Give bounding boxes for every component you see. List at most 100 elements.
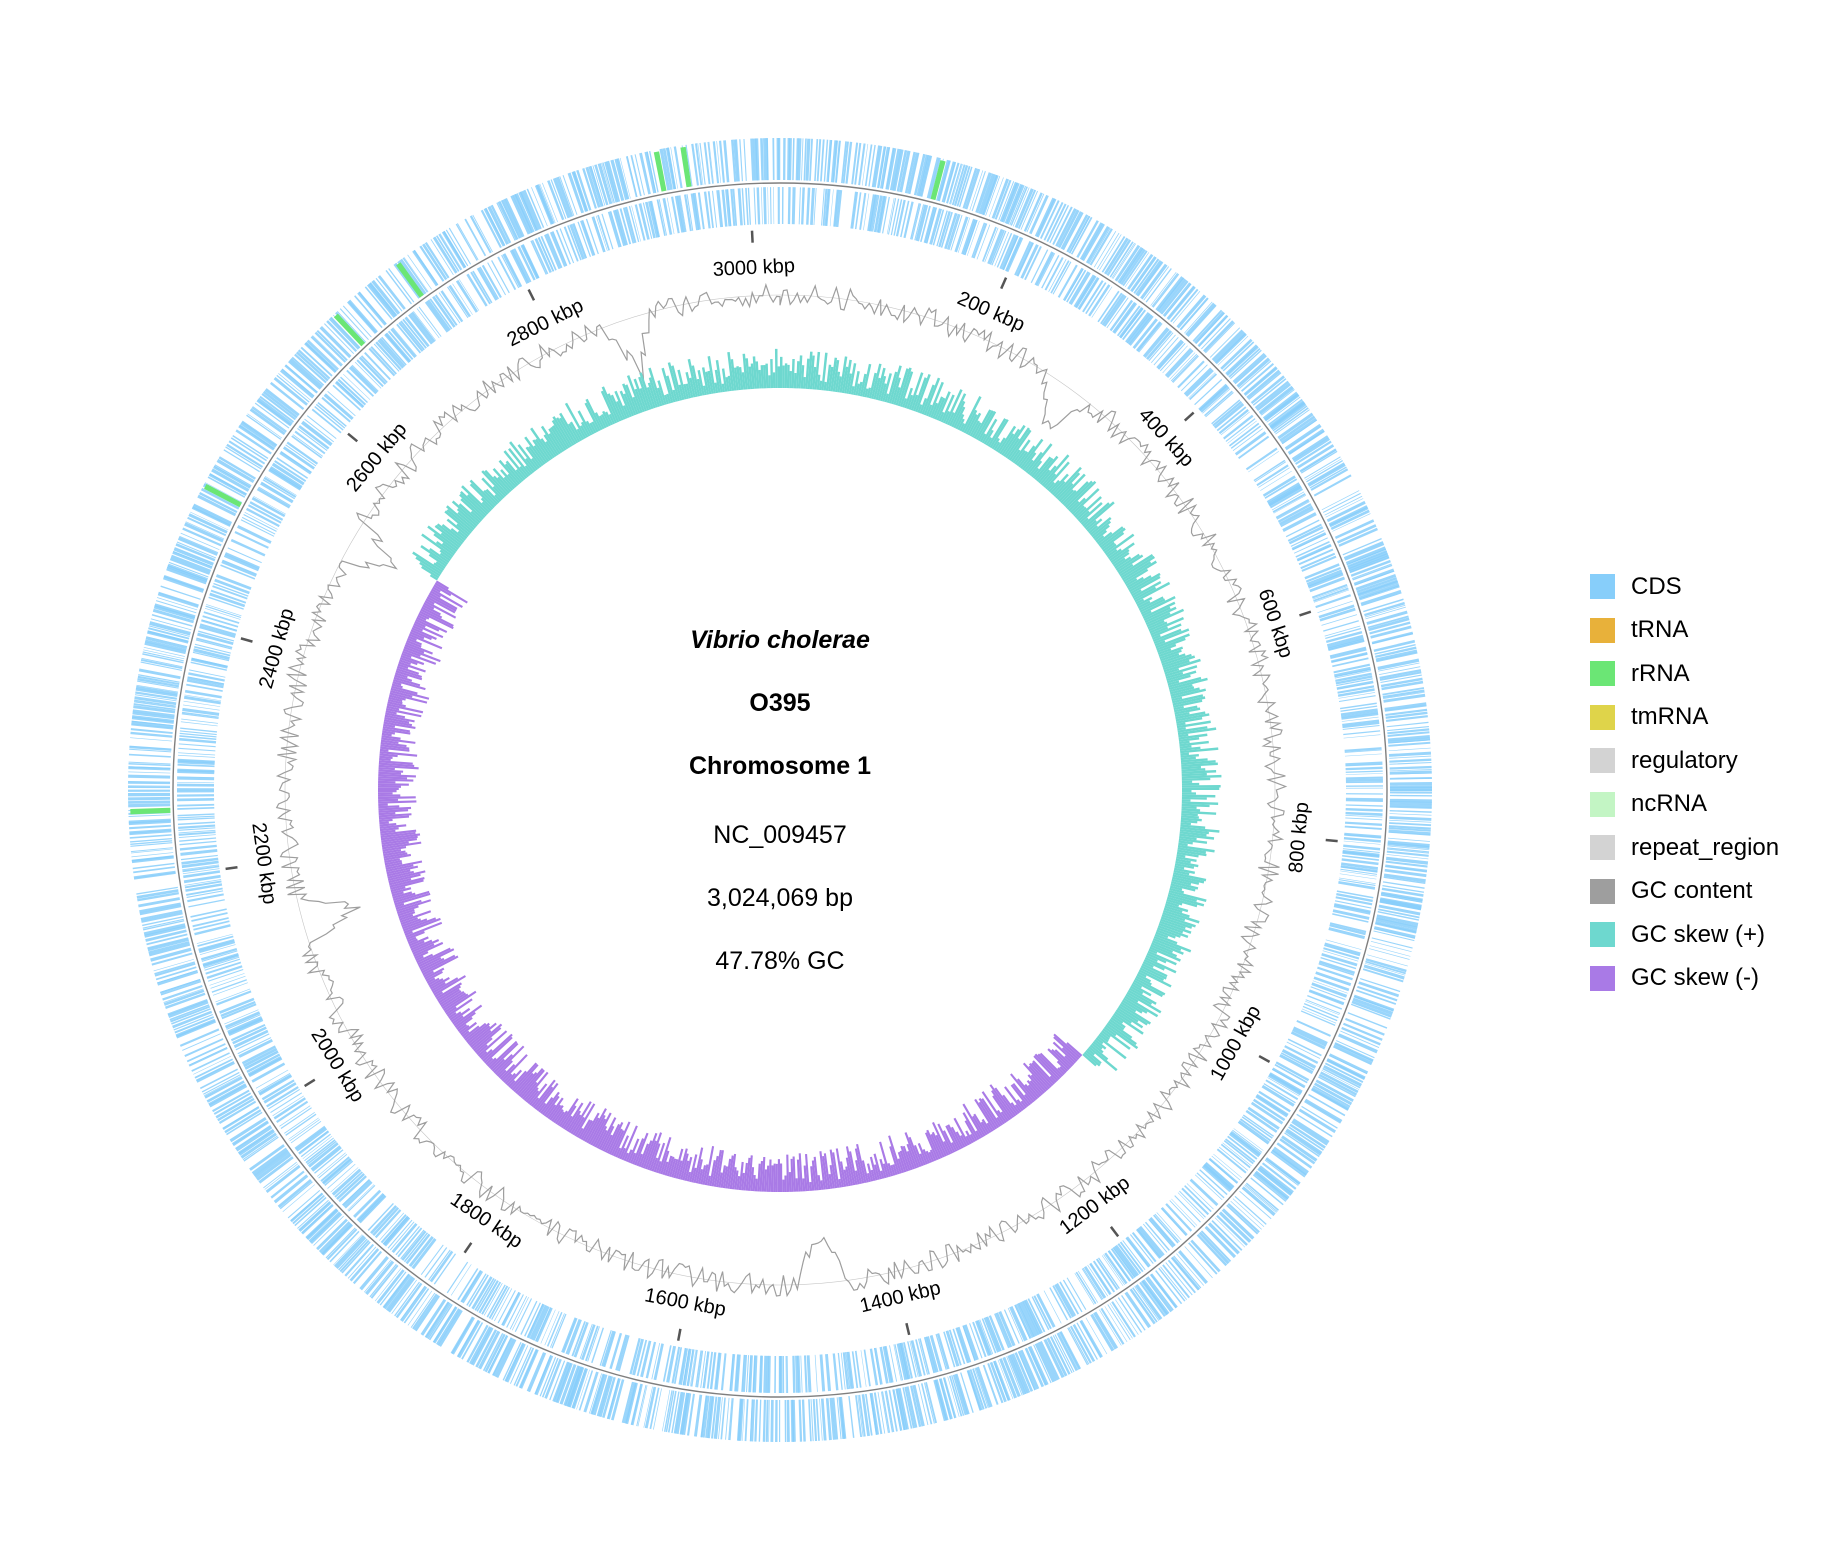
gc-skew-positive-bar — [1079, 502, 1103, 524]
cds-feature — [413, 1294, 441, 1332]
gc-skew-positive-bar — [1029, 460, 1043, 476]
cds-feature — [1329, 922, 1367, 933]
cds-feature — [265, 1164, 301, 1194]
gc-skew-positive-bar — [1170, 883, 1196, 892]
gc-skew-negative-bar — [381, 835, 418, 843]
gc-skew-positive-bar — [1172, 874, 1205, 884]
cds-feature — [741, 1354, 745, 1392]
gc-skew-positive-bar — [1168, 889, 1207, 902]
gc-skew-positive-bar — [446, 508, 474, 532]
cds-feature — [1244, 367, 1277, 396]
cds-feature — [1135, 1284, 1163, 1321]
cds-feature — [347, 1184, 375, 1211]
gc-skew-positive-bar — [639, 372, 654, 410]
cds-feature — [177, 794, 215, 797]
cds-feature — [1022, 1300, 1041, 1335]
cds-feature — [732, 188, 738, 226]
cds-feature — [1151, 272, 1178, 307]
gc-skew-negative-bar — [412, 943, 435, 955]
cds-feature — [154, 962, 196, 977]
cds-feature — [576, 169, 592, 211]
cds-feature — [243, 1047, 278, 1068]
gc-skew-negative-bar — [848, 1151, 858, 1185]
cds-feature — [425, 1301, 449, 1338]
cds-feature — [1204, 1225, 1237, 1259]
cds-feature — [287, 1189, 321, 1219]
cds-feature — [746, 1355, 750, 1393]
cds-feature — [1312, 586, 1348, 600]
cds-feature — [1367, 615, 1409, 629]
gc-skew-negative-bar — [677, 1148, 688, 1180]
cds-feature — [1335, 675, 1373, 685]
cds-feature — [916, 204, 929, 242]
cds-feature — [288, 360, 322, 390]
gc-skew-positive-bar — [841, 366, 849, 394]
cds-feature — [809, 138, 813, 181]
cds-feature — [1387, 845, 1430, 851]
cds-feature — [1385, 864, 1428, 873]
gc-skew-positive-bar — [610, 394, 624, 421]
cds-feature — [926, 157, 940, 199]
gc-skew-positive-bar — [639, 388, 650, 411]
cds-feature — [129, 834, 172, 839]
cds-feature — [1245, 1184, 1278, 1212]
cds-feature — [1271, 1149, 1307, 1177]
cds-feature — [1382, 881, 1425, 889]
gc-skew-negative-bar — [385, 860, 423, 870]
gc-skew-negative-bar — [590, 1118, 607, 1146]
gc-skew-negative-bar — [390, 690, 413, 698]
gc-skew-positive-bar — [760, 365, 764, 389]
rrna-feature — [130, 807, 171, 815]
cds-feature — [1113, 302, 1138, 334]
cds-feature — [128, 803, 171, 808]
cds-feature — [1011, 1353, 1031, 1394]
gc-skew-positive-bar — [715, 360, 723, 393]
gc-skew-negative-bar — [417, 947, 451, 966]
gc-skew-positive-bar — [1178, 840, 1193, 845]
gc-skew-negative-bar — [545, 1104, 557, 1118]
cds-feature — [686, 1349, 694, 1386]
gc-skew-positive-bar — [678, 384, 685, 401]
cds-feature — [515, 1347, 535, 1387]
gc-skew-negative-bar — [390, 879, 424, 890]
cds-feature — [1203, 1163, 1233, 1191]
cds-feature — [1345, 1017, 1385, 1036]
cds-feature — [433, 1306, 457, 1343]
cds-feature — [1346, 548, 1387, 566]
cds-feature — [920, 1383, 933, 1425]
gc-skew-negative-bar — [508, 1079, 516, 1088]
cds-feature — [497, 1290, 516, 1324]
cds-feature — [396, 323, 422, 354]
gc-skew-positive-bar — [1096, 1035, 1127, 1060]
cds-feature — [599, 1330, 612, 1366]
gc-skew-negative-bar — [1051, 1048, 1072, 1069]
gc-skew-positive-bar — [534, 438, 552, 461]
gc-skew-negative-bar — [474, 1037, 493, 1054]
gc-skew-negative-bar — [1004, 1086, 1024, 1112]
cds-feature — [896, 150, 908, 192]
cds-feature — [201, 619, 238, 631]
gc-skew-positive-bar — [1179, 746, 1201, 752]
cds-feature — [1318, 1076, 1356, 1098]
cds-feature — [1201, 318, 1231, 350]
cds-feature — [591, 1327, 604, 1364]
cds-feature — [1157, 277, 1185, 312]
cds-feature — [720, 1397, 726, 1440]
cds-feature — [447, 286, 469, 319]
cds-feature — [222, 1106, 259, 1129]
cds-feature — [1256, 1094, 1289, 1116]
gc-skew-positive-bar — [1181, 815, 1199, 819]
cds-feature — [401, 1230, 427, 1261]
gc-skew-positive-bar — [944, 389, 963, 425]
gc-skew-negative-bar — [900, 1145, 911, 1171]
cds-feature — [871, 145, 881, 188]
cds-feature — [144, 925, 186, 938]
gc-skew-positive-bar — [834, 371, 841, 393]
cds-feature — [268, 1088, 300, 1110]
cds-feature — [203, 611, 240, 624]
gc-skew-negative-bar — [411, 939, 440, 953]
cds-feature — [626, 156, 638, 198]
cds-feature — [1085, 282, 1107, 315]
gc-skew-positive-bar — [707, 356, 716, 394]
cds-feature — [312, 335, 343, 365]
